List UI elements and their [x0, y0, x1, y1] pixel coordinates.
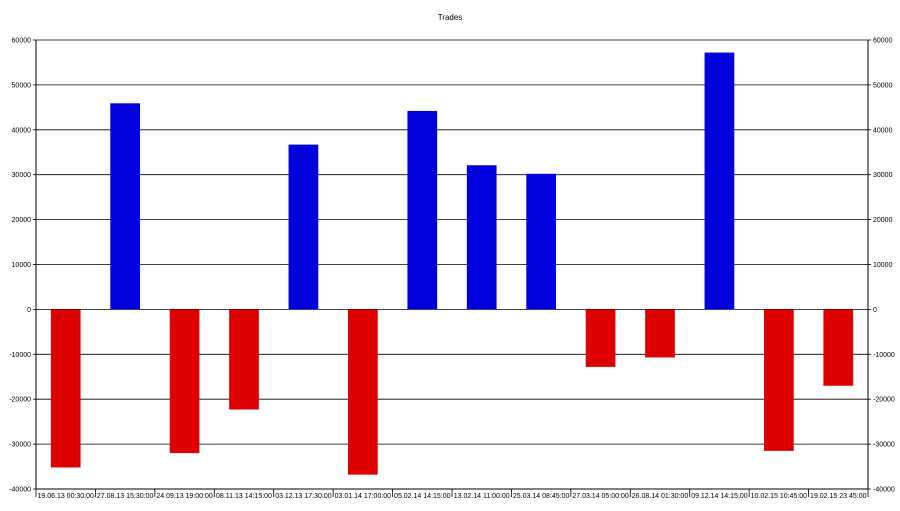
y-axis-left-labels: 60000 50000 40000 30000 20000 10000 0 -10000 -20… — [9, 38, 31, 494]
chart-title: Trades — [438, 13, 463, 22]
bar — [704, 52, 735, 310]
y-tick-label-left: -30000 — [9, 442, 31, 449]
x-tick-label: 26.08.14 01:30:00 — [632, 493, 689, 500]
x-tick-label: 03.12.13 17:30:00 — [275, 493, 332, 500]
bar — [466, 165, 497, 310]
grid-lines — [36, 39, 868, 490]
bar — [110, 103, 140, 310]
x-tick-label: 27.08.13 15:30:00 — [97, 493, 154, 500]
y-tick-label-right: -30000 — [873, 442, 895, 449]
y-tick-label-left: -10000 — [9, 352, 31, 359]
bar — [764, 309, 794, 451]
x-axis-labels: 19.06.13 00:30:00 27.08.13 15:30:00 24.09.… — [37, 493, 866, 500]
y-tick-label-left: 30000 — [12, 172, 32, 179]
bar — [348, 309, 378, 475]
x-tick-label: 08.11.13 14:15:00 — [216, 493, 272, 500]
bar — [585, 309, 616, 367]
y-tick-label-left: 60000 — [12, 38, 32, 45]
bar — [407, 110, 438, 310]
x-tick-label: 09.12.14 14:15:00 — [691, 493, 748, 500]
y-axis-right-labels: 60000 50000 40000 30000 20000 10000 0 -10000 -20… — [873, 38, 895, 494]
y-tick-label-right: -40000 — [873, 487, 895, 494]
y-tick-label-right: 30000 — [873, 172, 893, 179]
y-tick-label-right: 50000 — [873, 82, 893, 89]
y-tick-label-right: 20000 — [873, 217, 893, 224]
x-tick-label: 27.03.14 05:00:00 — [572, 493, 629, 500]
bar — [645, 309, 675, 358]
x-tick-label: 10.02.15 10:45:00 — [751, 493, 808, 500]
bar — [288, 144, 319, 310]
x-tick-label: 19.02.15 23:45:00 — [810, 493, 867, 500]
y-tick-label-right: -10000 — [873, 352, 895, 359]
y-tick-label-left: 0 — [27, 307, 31, 314]
x-tick-label: 25.03.14 08:45:00 — [513, 493, 570, 500]
y-tick-label-right: 40000 — [873, 127, 893, 134]
y-tick-label-left: -20000 — [9, 397, 31, 404]
x-tick-label: 05.02.14 14:15:00 — [394, 493, 451, 500]
y-tick-label-left: 50000 — [12, 82, 32, 89]
y-tick-label-right: 10000 — [873, 262, 893, 269]
y-tick-label-right: 60000 — [873, 38, 893, 45]
x-tick-label: 13.02.14 11:00:00 — [454, 493, 510, 500]
y-tick-label-left: 10000 — [12, 262, 32, 269]
axes — [33, 39, 871, 497]
y-tick-label-right: 0 — [873, 307, 877, 314]
y-tick-label-left: -40000 — [9, 487, 31, 494]
y-tick-label-left: 20000 — [12, 217, 32, 224]
x-tick-label: 03.01.14 17:00:00 — [335, 493, 392, 500]
x-tick-label: 19.06.13 00:30:00 — [37, 493, 94, 500]
bar — [50, 309, 81, 468]
x-tick-label: 24.09.13 19:00:00 — [156, 493, 213, 500]
bars — [50, 52, 854, 475]
bar — [229, 309, 259, 410]
y-tick-label-right: -20000 — [873, 397, 895, 404]
bar — [823, 309, 854, 386]
y-tick-label-left: 40000 — [12, 127, 32, 134]
bar — [169, 309, 200, 454]
bar — [526, 173, 556, 310]
